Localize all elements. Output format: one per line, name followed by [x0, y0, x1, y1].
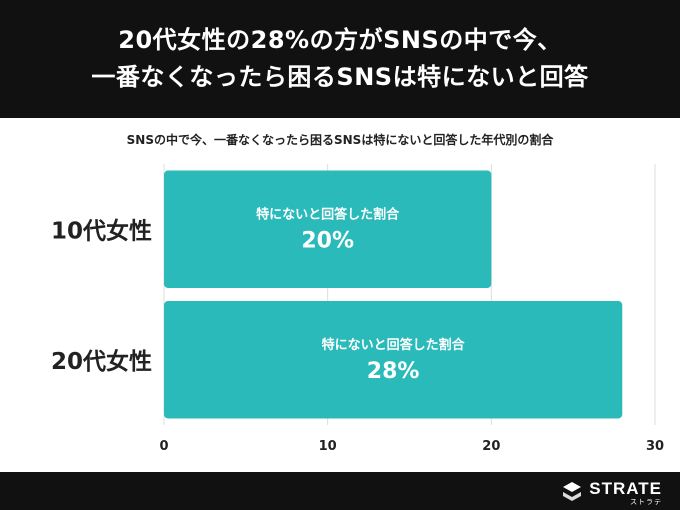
category-label-0: 10代女性: [51, 217, 152, 244]
strate-logo-icon: [563, 482, 582, 501]
x-tick-label-3: 30: [646, 439, 664, 454]
bar-label-1: 特にないと回答した割合: [322, 337, 466, 353]
bar-1: [164, 301, 623, 419]
x-tick-label-1: 10: [319, 439, 337, 454]
bar-0: [164, 170, 492, 288]
brand-logo: STRATE ストラテ: [561, 479, 662, 506]
x-tick-label-0: 0: [159, 439, 168, 454]
page-title-line-1: 20代女性の28%の方がSNSの中で今、: [118, 26, 562, 54]
brand-name: STRATE: [589, 479, 662, 498]
footer-bar: STRATE ストラテ: [0, 472, 680, 510]
brand-kana: ストラテ: [630, 498, 662, 506]
bar-label-0: 特にないと回答した割合: [256, 206, 400, 222]
page-title-line-2: 一番なくなったら困るSNSは特にないと回答: [91, 63, 589, 91]
bar-value-label-0: 20%: [301, 228, 354, 253]
chart-title: SNSの中で今、一番なくなったら困るSNSは特にないと回答した年代別の割合: [126, 133, 554, 147]
bar-value-label-1: 28%: [367, 359, 420, 384]
category-label-1: 20代女性: [51, 348, 152, 375]
x-tick-label-2: 20: [482, 439, 500, 454]
title-banner: 20代女性の28%の方がSNSの中で今、 一番なくなったら困るSNSは特にないと…: [0, 0, 680, 118]
